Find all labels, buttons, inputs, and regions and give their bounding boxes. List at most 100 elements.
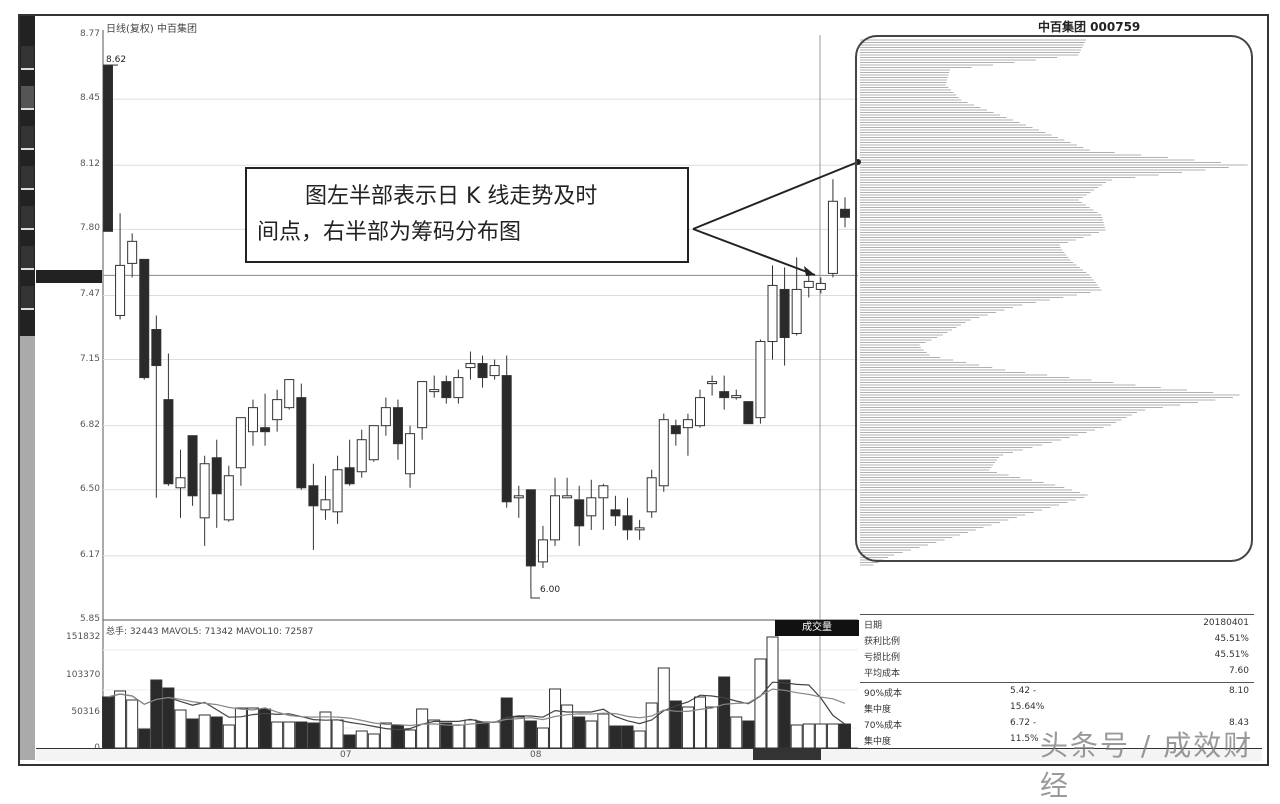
toolbar-tab[interactable]	[21, 126, 34, 150]
volume-bar	[331, 719, 344, 749]
candle-body	[827, 200, 838, 274]
toolbar-tab[interactable]	[21, 286, 34, 310]
candle-body	[441, 381, 452, 399]
callout-pointer-right	[692, 161, 859, 230]
volume-header: 总手: 32443 MAVOL5: 71342 MAVOL10: 72587	[106, 627, 314, 637]
info-label: 获利比例	[864, 637, 901, 647]
volume-bar	[814, 723, 827, 749]
stock-title: 中百集团 000759	[1038, 20, 1141, 34]
candle-body	[320, 499, 331, 511]
candle-body	[465, 363, 476, 369]
volume-bar	[416, 708, 429, 749]
price-tick: 8.45	[79, 93, 100, 104]
info-mid: 6.72 -	[1010, 718, 1037, 728]
info-row: 日期 20180401	[860, 618, 1253, 632]
toolbar-tab[interactable]	[21, 166, 34, 190]
info-label: 平均成本	[864, 669, 901, 679]
volume-bar	[754, 658, 767, 749]
arrowhead-icon	[804, 266, 815, 276]
volume-bar	[597, 713, 610, 749]
candle-body	[417, 381, 428, 429]
price-tick: 8.12	[79, 159, 100, 170]
volume-bar	[839, 723, 851, 749]
candle-body	[634, 527, 645, 531]
candle-body	[779, 288, 790, 339]
volume-bar	[718, 676, 731, 749]
candle-body	[284, 379, 295, 409]
low-marker	[530, 589, 540, 599]
info-row: 90%成本 5.42 - 8.10	[860, 686, 1253, 700]
volume-bar	[367, 733, 380, 749]
candle-body	[163, 399, 174, 485]
volume-bar	[549, 688, 562, 749]
volume-bar	[621, 725, 634, 749]
volume-bar	[669, 700, 682, 749]
candle-body	[115, 264, 126, 316]
candle-body	[247, 407, 258, 433]
info-value: 45.51%	[1214, 650, 1249, 660]
info-value: 45.51%	[1214, 634, 1249, 644]
toolbar-tab-active[interactable]	[21, 86, 34, 110]
candle-body	[586, 497, 597, 517]
time-axis-highlight[interactable]	[753, 748, 821, 760]
chip-distribution-frame	[855, 35, 1253, 562]
volume-bar	[222, 724, 235, 749]
candle-body	[175, 477, 186, 489]
volume-tick: 151832	[66, 632, 101, 642]
volume-bar	[379, 722, 392, 749]
callout-pointer-left	[692, 228, 816, 276]
volume-bar	[404, 729, 417, 749]
candle-body	[489, 365, 500, 377]
volume-bar	[259, 708, 272, 749]
toolbar-tab[interactable]	[21, 46, 34, 70]
high-label: 8.62	[106, 55, 127, 65]
mavol10-line	[107, 688, 846, 727]
candle-body	[610, 509, 621, 517]
volume-bar	[524, 720, 537, 749]
volume-bar	[802, 723, 815, 749]
volume-bar	[536, 727, 549, 749]
volume-bar	[114, 690, 127, 749]
time-axis-bar	[36, 748, 1262, 761]
candle-body	[731, 395, 742, 399]
candle-body	[332, 469, 343, 513]
info-mid: 15.64%	[1010, 702, 1045, 712]
info-label: 90%成本	[864, 689, 903, 699]
candle-body	[840, 208, 850, 218]
info-value: 7.60	[1228, 666, 1249, 676]
candle-body	[743, 401, 754, 425]
candle-body	[537, 539, 548, 563]
volume-bar	[440, 722, 453, 749]
candle-body	[646, 477, 657, 513]
volume-bar	[694, 696, 707, 749]
candle-body	[598, 485, 609, 499]
toolbar-scroll-area	[20, 336, 35, 760]
volume-bar	[500, 697, 513, 749]
callout-line-1: 图左半部表示日 K 线走势及时	[305, 184, 598, 209]
volume-bar	[573, 716, 586, 749]
price-tick: 8.77	[79, 29, 100, 39]
info-label: 亏损比例	[864, 653, 901, 663]
info-row: 获利比例 45.51%	[860, 634, 1253, 648]
candle-body	[477, 363, 488, 379]
volume-bar	[742, 720, 755, 749]
candle-body	[815, 282, 826, 290]
info-row: 平均成本 7.60	[860, 666, 1253, 680]
toolbar-tab[interactable]	[21, 206, 34, 230]
candle-body	[767, 284, 778, 343]
volume-indicator-button[interactable]: 成交量	[775, 620, 859, 636]
toolbar-tab[interactable]	[21, 246, 34, 270]
price-tick: 6.17	[79, 549, 100, 560]
price-tick: 7.15	[79, 353, 100, 364]
volume-bar	[271, 721, 284, 749]
volume-bar	[657, 667, 670, 749]
candle-body	[501, 375, 512, 503]
candle-body	[622, 515, 633, 531]
candle-body	[658, 419, 669, 487]
volume-bar	[476, 721, 489, 749]
volume-bar	[210, 716, 223, 749]
volume-tick: 103370	[66, 670, 101, 680]
info-row: 亏损比例 45.51%	[860, 650, 1253, 664]
volume-bar	[826, 723, 839, 749]
volume-bar	[162, 687, 175, 749]
